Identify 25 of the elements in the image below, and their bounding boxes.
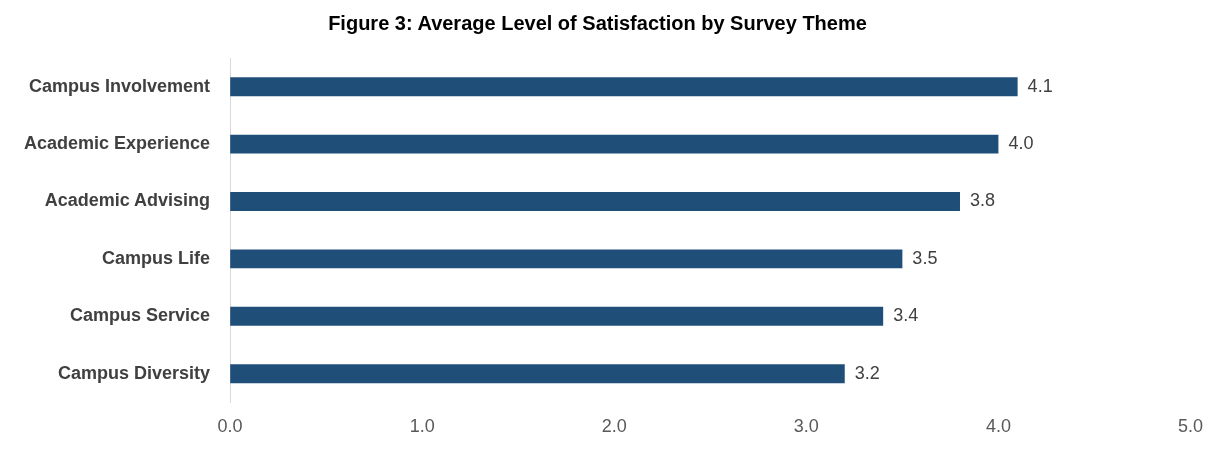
x-tick-label: 3.0 xyxy=(793,416,819,437)
bar xyxy=(230,134,999,154)
data-label: 3.8 xyxy=(970,190,996,211)
data-label: 3.2 xyxy=(854,362,880,383)
y-tick-label: Campus Involvement xyxy=(29,75,211,96)
y-tick-label: Academic Experience xyxy=(23,133,211,154)
bar xyxy=(230,192,960,211)
y-tick-label: Campus Diversity xyxy=(58,362,211,383)
data-label: 4.0 xyxy=(1008,133,1034,154)
x-tick-label: 5.0 xyxy=(1177,416,1203,437)
data-label: 3.4 xyxy=(893,305,919,326)
x-tick-label: 4.0 xyxy=(985,416,1011,437)
y-tick-label: Campus Service xyxy=(70,305,211,326)
bar xyxy=(230,364,845,384)
chart-title: Figure 3: Average Level of Satisfaction by Survey Theme xyxy=(328,11,867,34)
bar xyxy=(230,306,884,326)
data-label: 4.1 xyxy=(1027,75,1053,96)
x-tick-label: 2.0 xyxy=(601,416,627,437)
bar xyxy=(230,249,903,269)
x-tick-label: 1.0 xyxy=(409,416,435,437)
data-label: 3.5 xyxy=(912,247,938,268)
y-tick-label: Campus Life xyxy=(102,247,211,268)
y-tick-label: Academic Advising xyxy=(44,190,211,211)
bar xyxy=(230,77,1018,97)
x-tick-label: 0.0 xyxy=(217,416,243,437)
